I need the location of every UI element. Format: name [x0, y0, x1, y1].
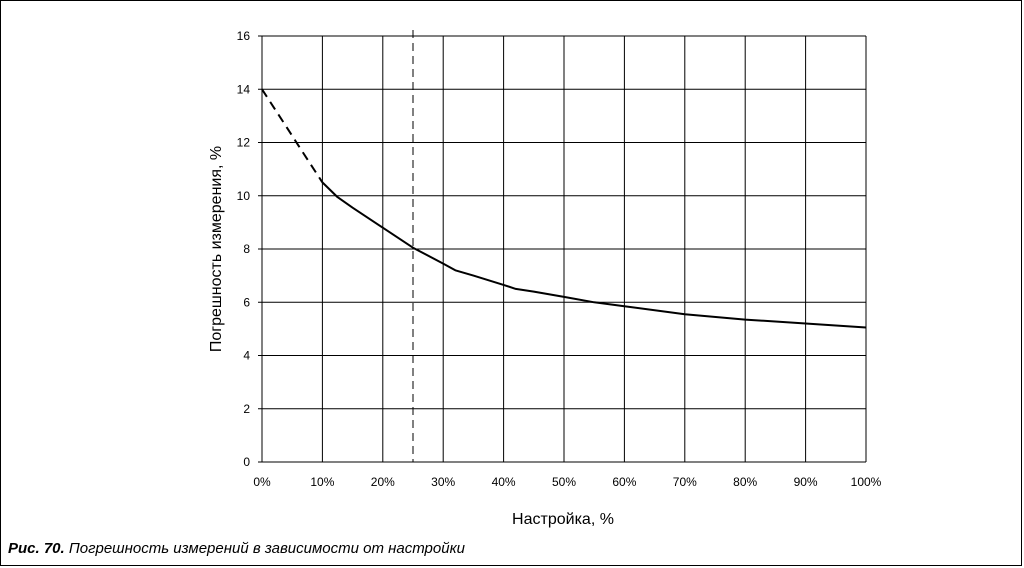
x-tick-label: 90%: [794, 475, 818, 489]
x-tick-label: 40%: [492, 475, 516, 489]
x-axis-title: Настройка, %: [512, 511, 614, 528]
series-line-solid: [321, 181, 867, 329]
figure-caption: Рис. 70. Погрешность измерений в зависим…: [8, 540, 465, 557]
y-tick-label: 16: [237, 29, 251, 43]
series-group: [261, 88, 867, 329]
grid-lines: [258, 35, 867, 463]
y-axis-title: Погрешность измерения, %: [208, 146, 225, 352]
y-tick-label: 8: [243, 242, 250, 256]
y-tick-label: 4: [243, 349, 250, 363]
x-tick-label: 50%: [552, 475, 576, 489]
y-tick-label: 14: [237, 82, 251, 96]
x-tick-label: 10%: [310, 475, 334, 489]
y-tick-label: 10: [237, 189, 251, 203]
y-tick-labels: 0 2 4 6 8 10 12 14 16: [237, 29, 251, 469]
x-tick-label: 0%: [253, 475, 271, 489]
x-tick-label: 30%: [431, 475, 455, 489]
x-tick-labels: 0% 10% 20% 30% 40% 50% 60% 70% 80% 90% 100%: [253, 475, 881, 489]
caption-text: Погрешность измерений в зависимости от н…: [64, 540, 465, 557]
y-tick-label: 12: [237, 136, 251, 150]
x-tick-label: 100%: [851, 475, 882, 489]
x-tick-label: 70%: [673, 475, 697, 489]
y-tick-label: 0: [243, 455, 250, 469]
x-tick-label: 60%: [612, 475, 636, 489]
x-tick-label: 80%: [733, 475, 757, 489]
series-line-dashed: [261, 88, 324, 183]
caption-label: Рис. 70.: [8, 540, 65, 557]
y-tick-label: 6: [243, 295, 250, 309]
x-tick-label: 20%: [371, 475, 395, 489]
y-tick-label: 2: [243, 402, 250, 416]
